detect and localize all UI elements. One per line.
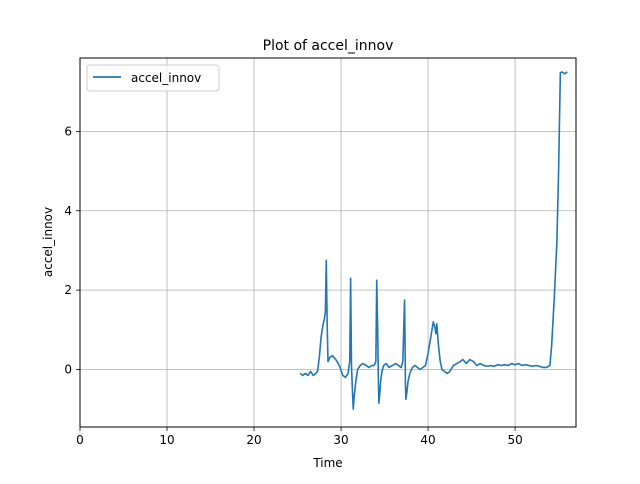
legend-box <box>86 64 220 92</box>
y-tick-label: 4 <box>64 204 72 218</box>
legend: accel_innov <box>86 64 220 92</box>
x-ticks: 0 10 20 30 40 50 <box>76 427 523 447</box>
x-tick-label: 40 <box>420 433 435 447</box>
grid <box>79 58 576 427</box>
x-axis-label: Time <box>312 456 342 470</box>
x-tick-label: 30 <box>333 433 348 447</box>
x-tick-label: 20 <box>246 433 261 447</box>
y-tick-label: 2 <box>64 283 72 297</box>
y-tick-label: 0 <box>64 362 72 376</box>
plot-frame <box>79 57 577 428</box>
x-tick-label: 10 <box>159 433 174 447</box>
series-line <box>299 71 568 410</box>
y-tick-label: 6 <box>64 124 72 138</box>
legend-label: accel_innov <box>131 71 201 85</box>
y-ticks: 0 2 4 6 <box>64 124 80 376</box>
x-tick-label: 0 <box>76 433 84 447</box>
series-layer <box>299 71 568 410</box>
x-tick-label: 50 <box>507 433 522 447</box>
chart-title: Plot of accel_innov <box>263 38 394 54</box>
y-axis-label: accel_innov <box>41 207 55 277</box>
